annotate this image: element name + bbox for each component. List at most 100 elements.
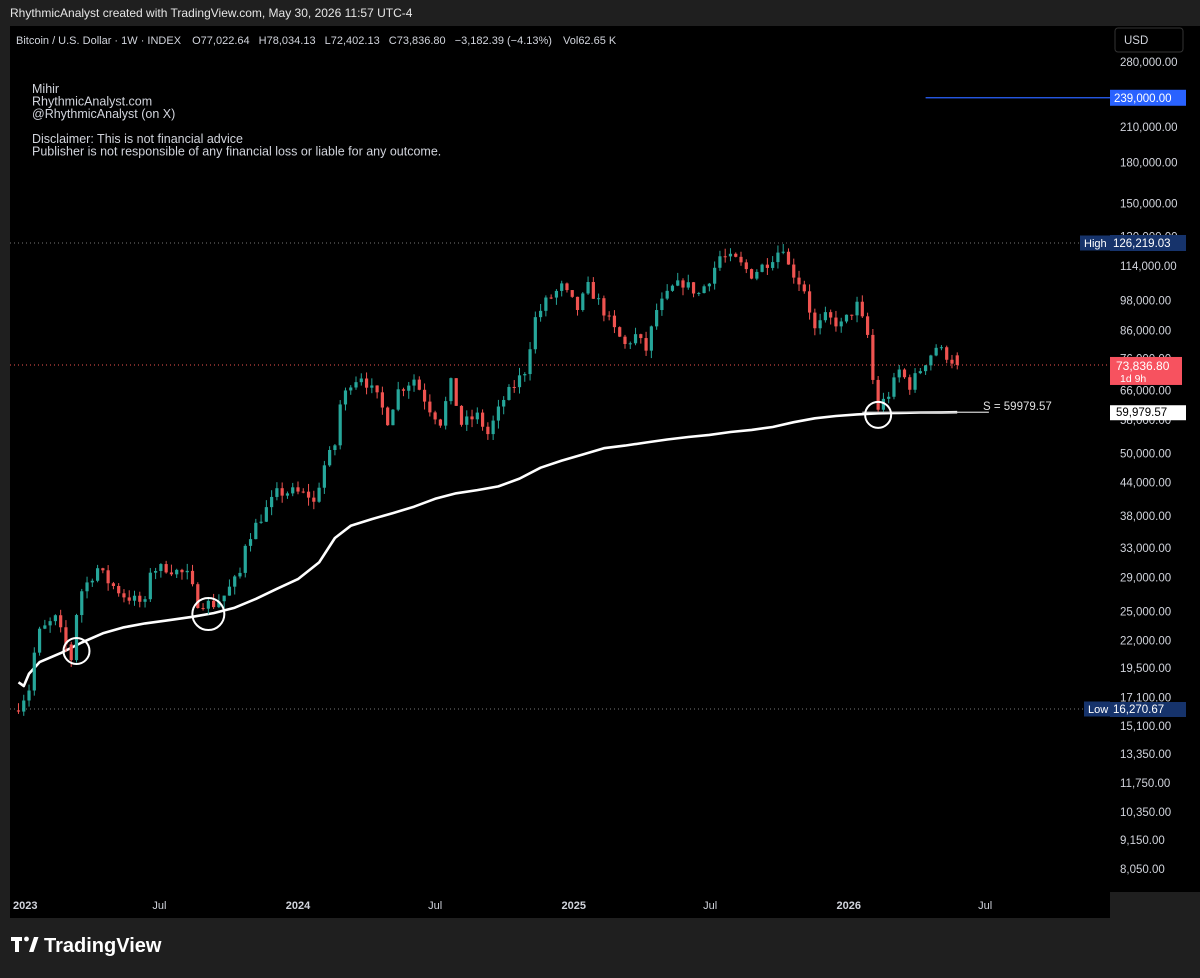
candle[interactable] xyxy=(407,381,411,399)
candle[interactable] xyxy=(480,409,485,431)
candle[interactable] xyxy=(734,252,738,258)
candle[interactable] xyxy=(892,372,896,400)
candle[interactable] xyxy=(950,354,954,369)
candle[interactable] xyxy=(739,251,743,266)
candle[interactable] xyxy=(507,384,511,401)
candle[interactable] xyxy=(639,333,643,344)
candle[interactable] xyxy=(549,294,553,300)
candle[interactable] xyxy=(449,377,453,405)
candle[interactable] xyxy=(106,565,110,591)
candle[interactable] xyxy=(364,372,369,395)
price-scale-svg[interactable]: USD 280,000.00 210,000.00 180,000.00 150,00… xyxy=(1085,26,1200,892)
candle[interactable] xyxy=(254,518,258,540)
candle[interactable] xyxy=(80,588,84,623)
candle[interactable] xyxy=(422,383,427,410)
price-scale[interactable]: USD 280,000.00 210,000.00 180,000.00 150,00… xyxy=(1085,26,1200,892)
candle[interactable] xyxy=(459,405,464,427)
candle[interactable] xyxy=(95,564,100,583)
candle[interactable] xyxy=(180,568,184,580)
candle[interactable] xyxy=(512,380,516,393)
candle[interactable] xyxy=(586,276,590,295)
candle[interactable] xyxy=(386,406,390,426)
time-axis-svg[interactable]: 2023Jul2024Jul2025Jul2026Jul2027 xyxy=(10,892,1136,918)
candle[interactable] xyxy=(438,418,442,428)
candle[interactable] xyxy=(206,596,210,615)
candle[interactable] xyxy=(159,563,163,578)
candle[interactable] xyxy=(554,289,559,305)
candle[interactable] xyxy=(649,325,653,359)
moving-average-line[interactable] xyxy=(17,410,958,688)
candle[interactable] xyxy=(486,422,490,440)
candle[interactable] xyxy=(296,481,300,495)
candle[interactable] xyxy=(132,590,137,606)
candle[interactable] xyxy=(786,248,791,265)
candle[interactable] xyxy=(633,327,638,346)
candle[interactable] xyxy=(401,387,406,397)
candle[interactable] xyxy=(169,564,174,577)
candle[interactable] xyxy=(929,354,933,371)
candle[interactable] xyxy=(797,270,801,291)
candle[interactable] xyxy=(270,490,274,516)
candle[interactable] xyxy=(32,647,36,696)
candle[interactable] xyxy=(380,386,384,415)
candle[interactable] xyxy=(528,342,532,381)
candle[interactable] xyxy=(934,344,938,357)
candle[interactable] xyxy=(85,576,89,599)
candle[interactable] xyxy=(728,248,733,262)
candle[interactable] xyxy=(744,259,748,274)
candle[interactable] xyxy=(686,274,690,290)
candle[interactable] xyxy=(301,488,305,494)
candle[interactable] xyxy=(844,314,849,324)
chart-svg[interactable]: S = 59979.57 High Low MihirRhythmicAnalyst… xyxy=(10,26,1110,892)
candle[interactable] xyxy=(702,284,706,294)
candle[interactable] xyxy=(465,410,469,431)
candle[interactable] xyxy=(771,256,775,271)
candle[interactable] xyxy=(644,331,648,356)
candle[interactable] xyxy=(876,375,880,412)
candle[interactable] xyxy=(396,381,400,412)
candle[interactable] xyxy=(370,378,374,394)
candle[interactable] xyxy=(539,304,543,322)
candle[interactable] xyxy=(64,620,68,652)
candle[interactable] xyxy=(865,312,870,339)
candle[interactable] xyxy=(328,446,332,467)
candle[interactable] xyxy=(723,248,727,263)
candle[interactable] xyxy=(681,278,685,296)
candle[interactable] xyxy=(955,352,959,370)
candle[interactable] xyxy=(470,409,474,428)
candle[interactable] xyxy=(264,500,268,523)
candle[interactable] xyxy=(201,603,205,611)
candle[interactable] xyxy=(454,378,458,406)
candle[interactable] xyxy=(755,269,759,281)
candle[interactable] xyxy=(623,334,627,349)
candle[interactable] xyxy=(48,617,52,633)
candle[interactable] xyxy=(628,341,632,350)
candle[interactable] xyxy=(818,313,822,335)
candle[interactable] xyxy=(338,400,342,450)
candle[interactable] xyxy=(16,703,21,714)
candle[interactable] xyxy=(523,372,527,382)
candle[interactable] xyxy=(243,544,247,578)
candle[interactable] xyxy=(807,284,812,320)
candle[interactable] xyxy=(612,310,617,334)
candle[interactable] xyxy=(665,284,669,301)
candle[interactable] xyxy=(175,568,179,578)
candle[interactable] xyxy=(122,589,126,603)
candle[interactable] xyxy=(823,306,827,323)
candle[interactable] xyxy=(475,407,479,424)
candle[interactable] xyxy=(813,308,817,336)
candle[interactable] xyxy=(306,483,311,506)
candle[interactable] xyxy=(285,491,290,499)
candle[interactable] xyxy=(544,295,548,317)
candle[interactable] xyxy=(565,282,569,293)
candle[interactable] xyxy=(164,560,168,574)
candle[interactable] xyxy=(233,574,237,595)
currency-button[interactable]: USD xyxy=(1124,35,1148,47)
candle[interactable] xyxy=(871,329,875,385)
candle[interactable] xyxy=(860,295,864,318)
candle[interactable] xyxy=(53,614,57,626)
candle[interactable] xyxy=(138,591,142,608)
brand-logo[interactable]: TradingView xyxy=(0,918,200,973)
candle[interactable] xyxy=(618,326,622,338)
candle[interactable] xyxy=(428,394,432,417)
